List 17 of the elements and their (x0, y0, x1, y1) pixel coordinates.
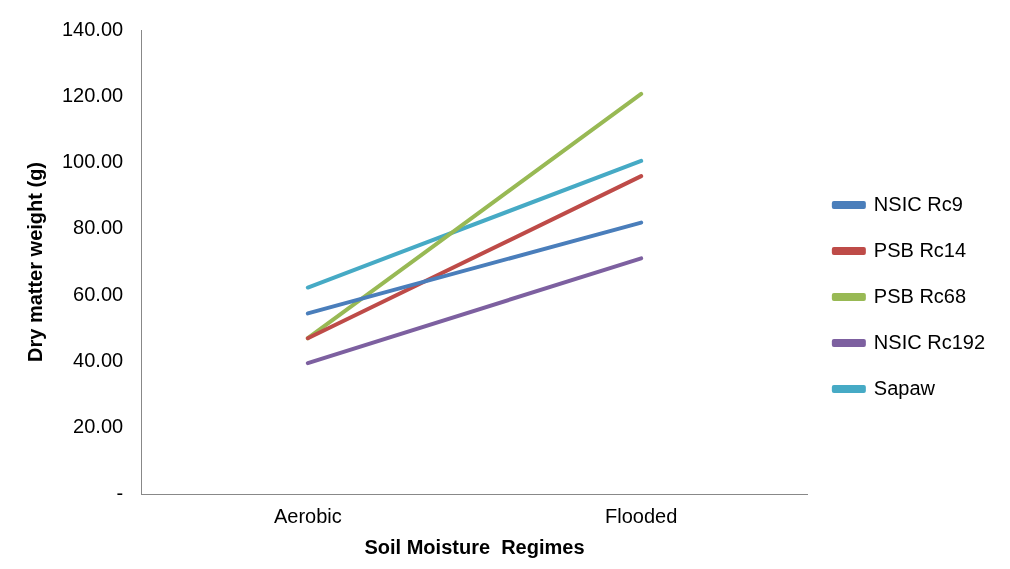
y-tick-label: 80.00 (73, 216, 124, 239)
x-tick-label: Aerobic (273, 504, 342, 527)
legend-label: NSIC Rc9 (873, 192, 963, 215)
y-tick-label: 60.00 (73, 282, 124, 305)
legend-label: PSB Rc14 (873, 238, 967, 261)
y-tick-label: 140.00 (62, 17, 124, 40)
y-tick-label: 40.00 (73, 348, 124, 371)
x-tick-label: Flooded (605, 504, 678, 527)
legend-label: NSIC Rc192 (873, 330, 985, 353)
legend-label: PSB Rc68 (873, 284, 967, 307)
y-tick-label: 20.00 (73, 415, 124, 438)
y-axis-title: Dry matter weight (g) (23, 161, 46, 363)
x-axis-title: Soil Moisture Regimes (364, 535, 585, 558)
y-tick-label: 120.00 (62, 83, 124, 106)
y-tick-label: - (116, 481, 124, 504)
legend-label: Sapaw (873, 376, 936, 399)
y-tick-label: 100.00 (62, 150, 124, 173)
